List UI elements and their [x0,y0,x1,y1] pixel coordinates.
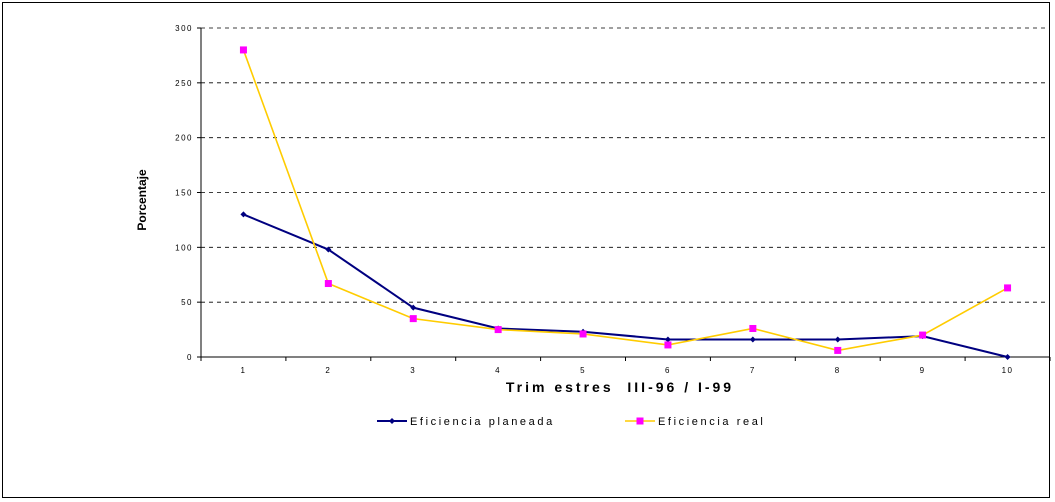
series-1-point-2 [325,246,332,253]
grid-lines [201,27,1050,303]
series-2-point-3 [409,315,417,323]
x-tick-label-9: 9 [920,366,926,375]
legend-marker-2 [636,417,644,425]
y-axis-ticks: 0 50 100 150 200 250 300 [175,24,201,362]
y-axis-title: Porcentaje [135,169,149,231]
series-2-point-8 [834,346,842,354]
y-tick-label-250: 250 [175,79,193,88]
y-tick-label-100: 100 [175,243,193,252]
series-1-point-3 [410,304,417,311]
legend-marker-1 [389,418,395,424]
y-tick-label-300: 300 [175,24,193,33]
legend-label-2: Eficiencia real [658,416,765,428]
series-1-point-6 [664,336,671,343]
series-line-2 [242,49,1008,352]
x-tick-label-8: 8 [835,366,841,375]
x-tick-label-6: 6 [665,366,671,375]
series-2-point-1 [239,46,247,54]
series-2-point-4 [494,326,502,334]
series-2-point-9 [919,331,927,339]
x-tick-label-4: 4 [495,366,501,375]
y-tick-label-150: 150 [175,189,193,198]
series-2-point-2 [324,280,332,288]
series-2-point-6 [664,341,672,349]
x-tick-label-3: 3 [410,366,416,375]
series-1-point-10 [1004,354,1011,360]
x-axis-title: Trim estres III-96 / I-99 [506,379,734,395]
legend: Eficiencia planeada Eficiencia real [377,416,765,428]
series-2-point-10 [1004,284,1012,292]
y-tick-label-200: 200 [175,134,193,143]
x-tick-label-2: 2 [325,366,331,375]
legend-label-1: Eficiencia planeada [410,416,555,428]
y-tick-label-0: 0 [187,353,193,362]
x-axis-ticks: 1 2 3 4 5 6 7 8 9 10 [200,357,1051,375]
series-group [239,46,1012,360]
x-tick-label-7: 7 [750,366,756,375]
series-1-point-8 [834,336,841,343]
series-1-point-1 [240,211,247,218]
series-1-point-7 [749,336,756,343]
series-2-point-7 [749,324,757,332]
series-line-1 [243,213,1008,358]
x-tick-label-5: 5 [580,366,586,375]
x-tick-label-1: 1 [240,366,246,375]
x-tick-label-10: 10 [1002,366,1014,375]
y-tick-label-50: 50 [181,298,193,307]
series-2-point-5 [579,330,587,338]
